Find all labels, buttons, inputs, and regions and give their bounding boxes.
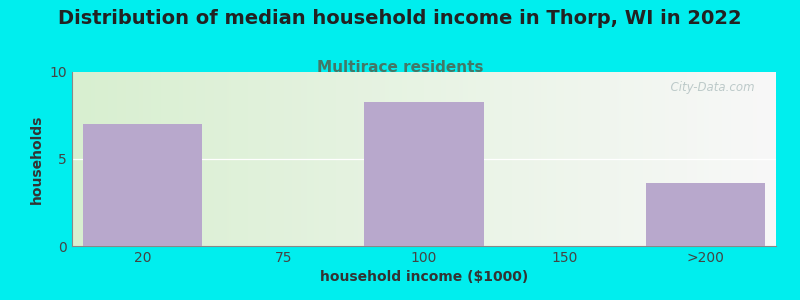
Text: Distribution of median household income in Thorp, WI in 2022: Distribution of median household income … xyxy=(58,9,742,28)
Text: City-Data.com: City-Data.com xyxy=(663,81,755,94)
Bar xyxy=(646,183,766,246)
Bar xyxy=(82,124,202,246)
Bar xyxy=(364,102,484,246)
Y-axis label: households: households xyxy=(30,114,44,204)
Text: Multirace residents: Multirace residents xyxy=(317,60,483,75)
X-axis label: household income ($1000): household income ($1000) xyxy=(320,270,528,284)
